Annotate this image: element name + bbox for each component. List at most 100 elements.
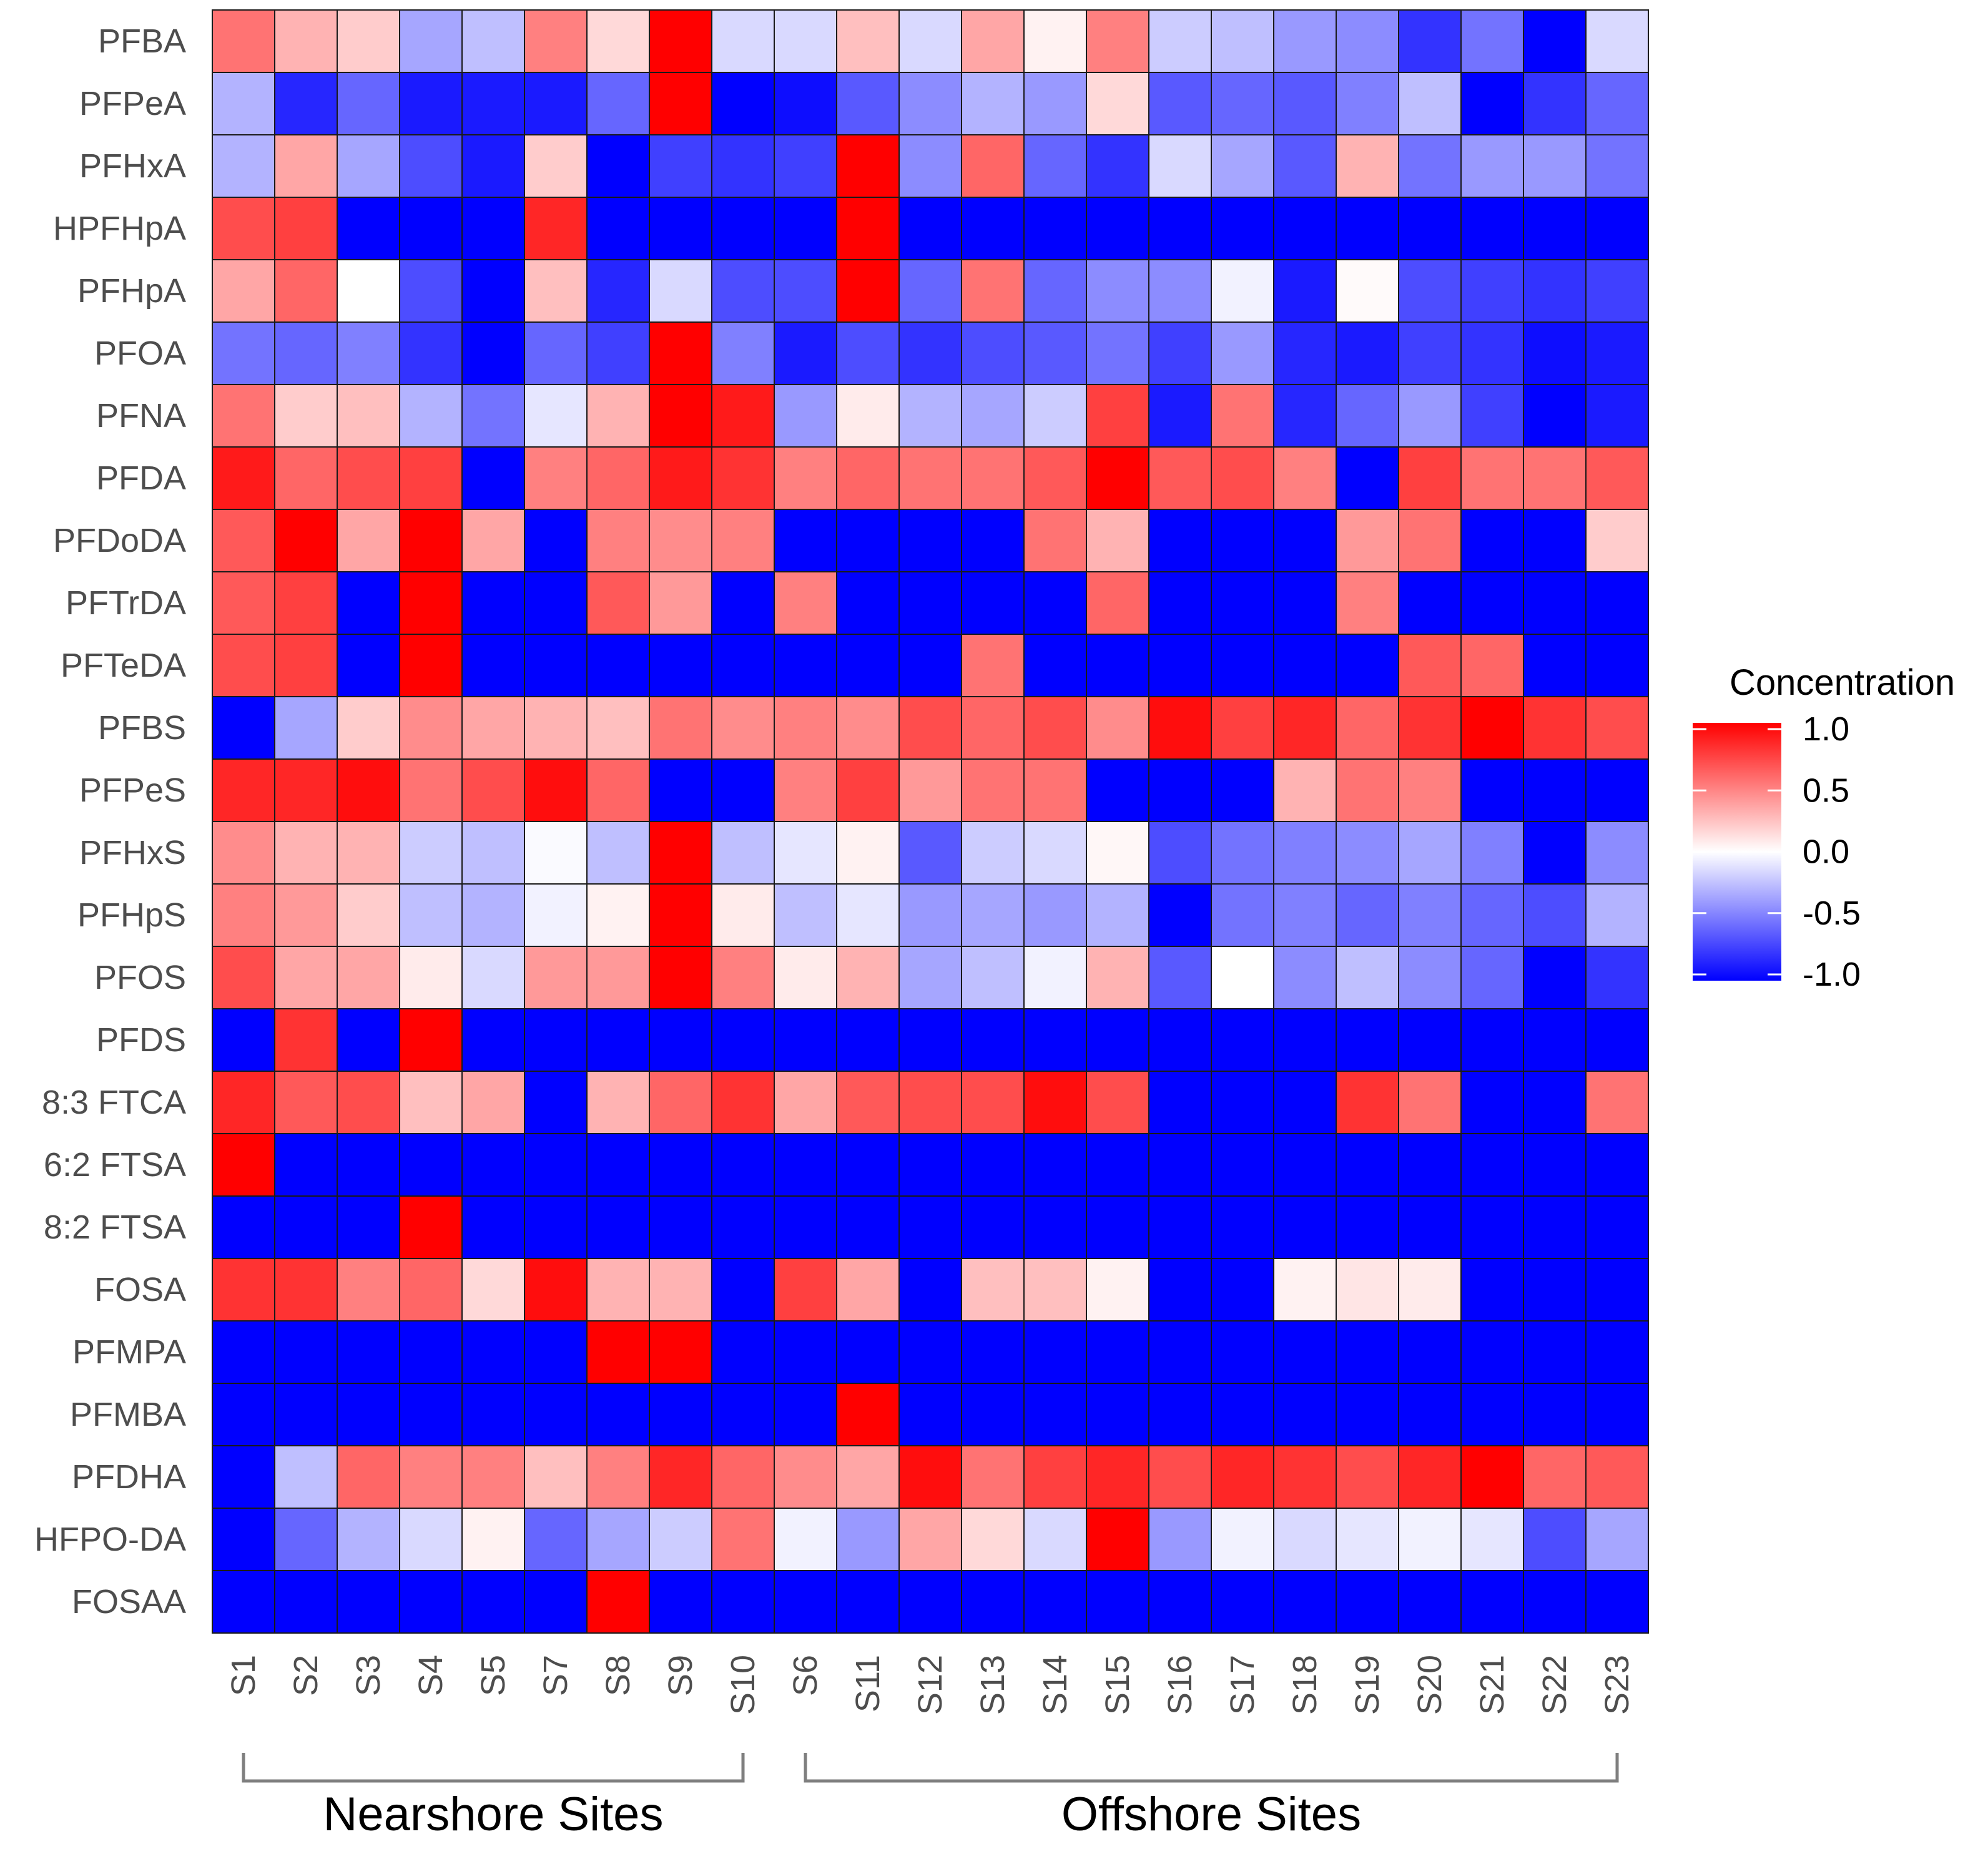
heatmap-cell (399, 758, 463, 822)
heatmap-cell (586, 259, 650, 323)
heatmap-cell (711, 883, 775, 947)
heatmap-cell (649, 883, 712, 947)
heatmap-cell (212, 634, 275, 697)
heatmap-cell (337, 1071, 400, 1134)
heatmap-cell (1273, 1508, 1337, 1571)
heatmap-cell (898, 9, 962, 73)
heatmap-cell (836, 1445, 900, 1509)
heatmap-cell (1211, 1133, 1274, 1197)
heatmap-cell (1585, 1071, 1649, 1134)
heatmap-cell (1336, 72, 1399, 135)
heatmap-cell (1273, 384, 1337, 448)
heatmap-cell (524, 1071, 588, 1134)
heatmap-cell (1273, 1071, 1337, 1134)
heatmap-cell (649, 384, 712, 448)
heatmap-cell (649, 134, 712, 198)
heatmap-cell (711, 1508, 775, 1571)
heatmap-cell (524, 446, 588, 510)
heatmap-cell (711, 1320, 775, 1384)
heatmap-cell (212, 821, 275, 885)
heatmap-cell (1523, 1258, 1587, 1322)
heatmap-cell (649, 821, 712, 885)
heatmap-cell (1523, 758, 1587, 822)
heatmap-cell (1273, 259, 1337, 323)
heatmap-cell (898, 758, 962, 822)
heatmap-cell (1460, 1195, 1524, 1259)
heatmap-cell (1523, 509, 1587, 572)
heatmap-cell (836, 446, 900, 510)
heatmap-cell (898, 1071, 962, 1134)
heatmap-cell (961, 946, 1025, 1009)
heatmap-cell (524, 1195, 588, 1259)
heatmap-cell (774, 1445, 837, 1509)
heatmap-cell (337, 1258, 400, 1322)
heatmap-cell (1336, 9, 1399, 73)
heatmap-cell (399, 1071, 463, 1134)
heatmap-cell (774, 9, 837, 73)
heatmap-cell (1460, 259, 1524, 323)
heatmap-cell (212, 696, 275, 760)
heatmap-cell (337, 1508, 400, 1571)
heatmap-cell (212, 946, 275, 1009)
heatmap-cell (399, 634, 463, 697)
heatmap-cell (1273, 821, 1337, 885)
heatmap-cell (1585, 321, 1649, 385)
heatmap-cell (1523, 446, 1587, 510)
column-label: S23 (1598, 1655, 1636, 1715)
heatmap-cell (1585, 946, 1649, 1009)
heatmap-cell (961, 1008, 1025, 1072)
heatmap-cell (274, 9, 338, 73)
heatmap-cell (399, 72, 463, 135)
heatmap-cell (1086, 259, 1149, 323)
heatmap-cell (1273, 696, 1337, 760)
heatmap-cell (1211, 1258, 1274, 1322)
heatmap-cell (461, 1133, 525, 1197)
heatmap-cell (1336, 1570, 1399, 1634)
heatmap-cell (961, 446, 1025, 510)
heatmap-cell (774, 134, 837, 198)
heatmap-cell (1460, 197, 1524, 260)
heatmap-cell (1086, 446, 1149, 510)
heatmap-cell (461, 1508, 525, 1571)
heatmap-cell (1585, 758, 1649, 822)
heatmap-cell (1523, 1133, 1587, 1197)
heatmap-cell (774, 509, 837, 572)
legend-colorbar (1693, 723, 1781, 981)
heatmap-cell (649, 946, 712, 1009)
heatmap-cell (399, 1008, 463, 1072)
heatmap-cell (711, 634, 775, 697)
heatmap-cell (1211, 446, 1274, 510)
heatmap-cell (1398, 1570, 1462, 1634)
heatmap-cell (1086, 1570, 1149, 1634)
heatmap-cell (1023, 134, 1087, 198)
heatmap-cell (1148, 1383, 1212, 1446)
heatmap-cell (586, 634, 650, 697)
legend-tick-label: -1.0 (1803, 956, 1861, 993)
heatmap-cell (1398, 571, 1462, 635)
heatmap-cell (1460, 321, 1524, 385)
heatmap-cell (1585, 134, 1649, 198)
heatmap-cell (836, 1133, 900, 1197)
heatmap-cell (1585, 1008, 1649, 1072)
heatmap-cell (399, 1508, 463, 1571)
heatmap-cell (274, 321, 338, 385)
heatmap-cell (961, 821, 1025, 885)
heatmap-cell (1398, 696, 1462, 760)
heatmap-cell (1023, 758, 1087, 822)
heatmap-cell (274, 758, 338, 822)
heatmap-cell (836, 883, 900, 947)
heatmap-cell (836, 1508, 900, 1571)
heatmap-cell (961, 509, 1025, 572)
heatmap-cell (586, 509, 650, 572)
heatmap-cell (774, 1383, 837, 1446)
heatmap-cell (212, 1195, 275, 1259)
heatmap-cell (898, 259, 962, 323)
heatmap-cell (337, 883, 400, 947)
heatmap-cell (1023, 446, 1087, 510)
heatmap-cell (1273, 1383, 1337, 1446)
heatmap-cell (1086, 1320, 1149, 1384)
heatmap-cell (461, 1383, 525, 1446)
heatmap-cell (337, 758, 400, 822)
heatmap-cell (461, 634, 525, 697)
site-groups: Nearshore Sites Offshore Sites (242, 1753, 1619, 1841)
